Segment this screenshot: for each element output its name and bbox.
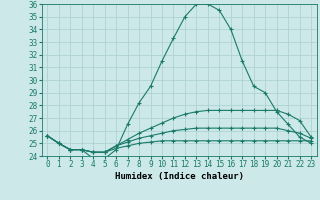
X-axis label: Humidex (Indice chaleur): Humidex (Indice chaleur) xyxy=(115,172,244,181)
